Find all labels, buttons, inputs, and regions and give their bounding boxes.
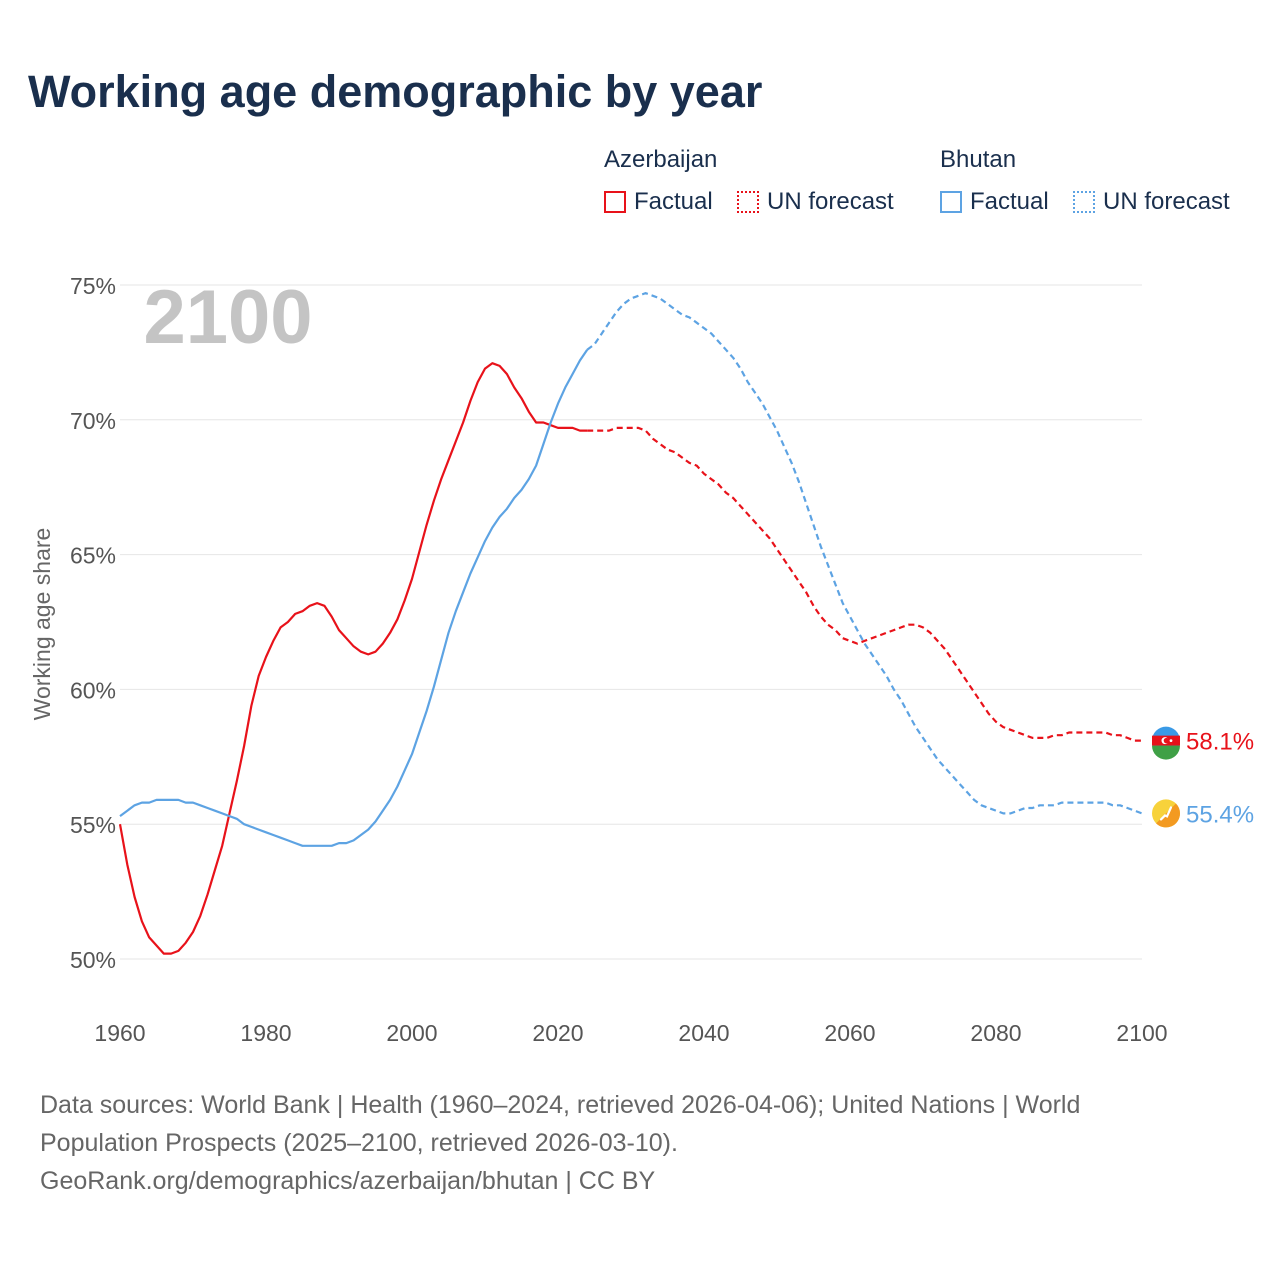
legend-swatch-solid-blue <box>940 191 962 213</box>
x-tick-label: 1980 <box>240 1020 291 1046</box>
legend-azerbaijan: Azerbaijan Factual UN forecast <box>604 146 924 226</box>
x-tick-label: 2040 <box>678 1020 729 1046</box>
bhutan-end-value-label: 55.4% <box>1186 801 1254 828</box>
bhutan-forecast-line <box>586 292 1143 815</box>
azerbaijan-end-value-label: 58.1% <box>1186 729 1254 756</box>
legend-label: Factual <box>634 188 713 215</box>
legend-azerbaijan-name: Azerbaijan <box>604 146 718 173</box>
flag-star <box>1169 739 1173 743</box>
legend-bhutan-name: Bhutan <box>940 146 1017 173</box>
sources-line-2: Population Prospects (2025–2100, retriev… <box>40 1129 678 1157</box>
legend-swatch-solid-red <box>604 191 626 213</box>
sources-line-1: Data sources: World Bank | Health (1960–… <box>40 1091 1081 1119</box>
legend-label: UN forecast <box>767 188 894 215</box>
azerbaijan-forecast-line <box>587 426 1142 742</box>
y-tick-label: 75% <box>70 273 116 299</box>
page-title: Working age demographic by year <box>28 66 763 117</box>
legend-bhutan-factual[interactable]: Factual <box>940 188 1049 216</box>
y-tick-label: 70% <box>70 408 116 434</box>
y-tick-label: 50% <box>70 947 116 973</box>
y-tick-label: 65% <box>70 543 116 569</box>
flag-dragon <box>1159 806 1173 821</box>
legend-swatch-dotted-red <box>737 191 759 213</box>
legend-bhutan: Bhutan Factual UN forecast <box>940 146 1260 226</box>
flag-crescent-cut <box>1163 737 1170 744</box>
line-chart: 50% 55% 60% 65% 70% 75% 1960 1980 2000 2020 2040 2… <box>29 273 1254 1046</box>
bhutan-flag-icon <box>1152 799 1180 828</box>
bhutan-factual-line <box>119 349 589 847</box>
azerbaijan-factual-line <box>118 362 588 955</box>
flag-stripe-green <box>1152 745 1180 760</box>
x-tick-label: 1960 <box>94 1020 145 1046</box>
legend-label: Factual <box>970 188 1049 215</box>
azerbaijan-flag-icon <box>1152 726 1180 760</box>
legend-swatch-dotted-blue <box>1073 191 1095 213</box>
x-tick-label: 2020 <box>532 1020 583 1046</box>
y-axis-title: Working age share <box>29 528 55 721</box>
sources-link[interactable]: GeoRank.org/demographics/azerbaijan/bhut… <box>40 1167 656 1195</box>
x-tick-label: 2000 <box>386 1020 437 1046</box>
legend-azerbaijan-forecast[interactable]: UN forecast <box>737 188 894 216</box>
legend-bhutan-forecast[interactable]: UN forecast <box>1073 188 1230 216</box>
x-tick-label: 2080 <box>970 1020 1021 1046</box>
y-tick-label: 60% <box>70 677 116 703</box>
year-watermark: 2100 <box>143 275 312 360</box>
y-tick-label: 55% <box>70 812 116 838</box>
x-tick-label: 2100 <box>1116 1020 1167 1046</box>
x-tick-label: 2060 <box>824 1020 875 1046</box>
legend-azerbaijan-factual[interactable]: Factual <box>604 188 713 216</box>
legend-label: UN forecast <box>1103 188 1230 215</box>
